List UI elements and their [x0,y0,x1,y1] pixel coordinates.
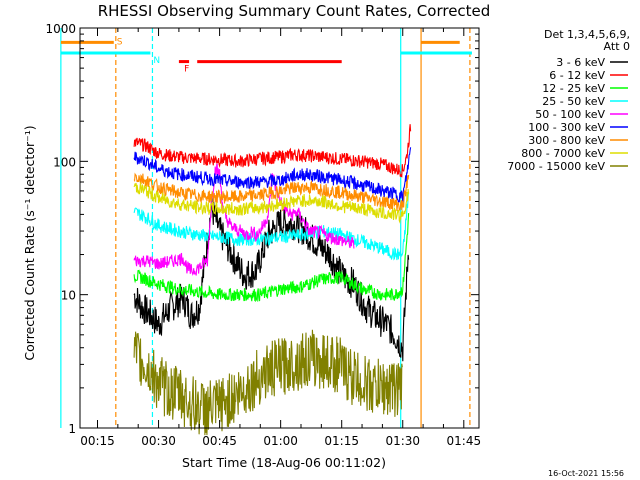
x-tick-label: 00:45 [202,434,237,448]
y-tick-label: 100 [53,155,76,169]
legend-entry-label: 800 - 7000 keV [521,147,605,160]
x-tick-label: 01:30 [385,434,420,448]
legend-entry-label: 300 - 800 keV [528,134,605,147]
flag-label-F: F [184,65,189,75]
x-axis-label: Start Time (18-Aug-06 00:11:02) [182,455,386,470]
series-line-6 [133,172,410,212]
x-tick-label: 01:45 [447,434,482,448]
series-line-5 [133,147,412,203]
series-line-7 [133,182,410,224]
legend-entry-label: 12 - 25 keV [542,82,605,95]
plot-frame [79,27,480,429]
y-tick-label: 10 [61,289,76,303]
series-line-0 [133,195,410,362]
legend-entry-label: 25 - 50 keV [542,95,605,108]
legend-entry-label: 100 - 300 keV [528,121,605,134]
series-line-8 [133,329,403,436]
legend-header: Det 1,3,4,5,6,9, [544,28,630,41]
legend-entry-label: 3 - 6 keV [556,56,605,69]
x-tick-label: 00:15 [80,434,115,448]
chart-title: RHESSI Observing Summary Count Rates, Co… [98,2,491,20]
series-line-3 [133,191,410,261]
timestamp-label: 16-Oct-2021 15:56 [548,469,624,478]
flag-label-S: S [117,37,123,47]
flag-label-N: N [153,56,160,66]
y-tick-label: 1 [68,422,76,436]
y-tick-label: 1000 [45,22,76,36]
legend-header: Att 0 [604,40,630,53]
legend-entry-label: 50 - 100 keV [535,108,605,121]
x-tick-label: 00:30 [141,434,176,448]
plot-area: S N F 1 10 100 1000 00:15 00:30 00:45 01:00 01:15 01… [45,22,481,448]
series-line-2 [133,213,410,303]
x-tick-label: 01:15 [324,434,359,448]
legend-entry-label: 6 - 12 keV [549,69,605,82]
x-tick-label: 01:00 [263,434,298,448]
series-line-1 [133,124,412,178]
y-axis-label: Corrected Count Rate (s⁻¹ detector⁻¹) [22,125,37,360]
series-line-4 [133,163,355,276]
legend-entry-label: 7000 - 15000 keV [507,160,605,173]
